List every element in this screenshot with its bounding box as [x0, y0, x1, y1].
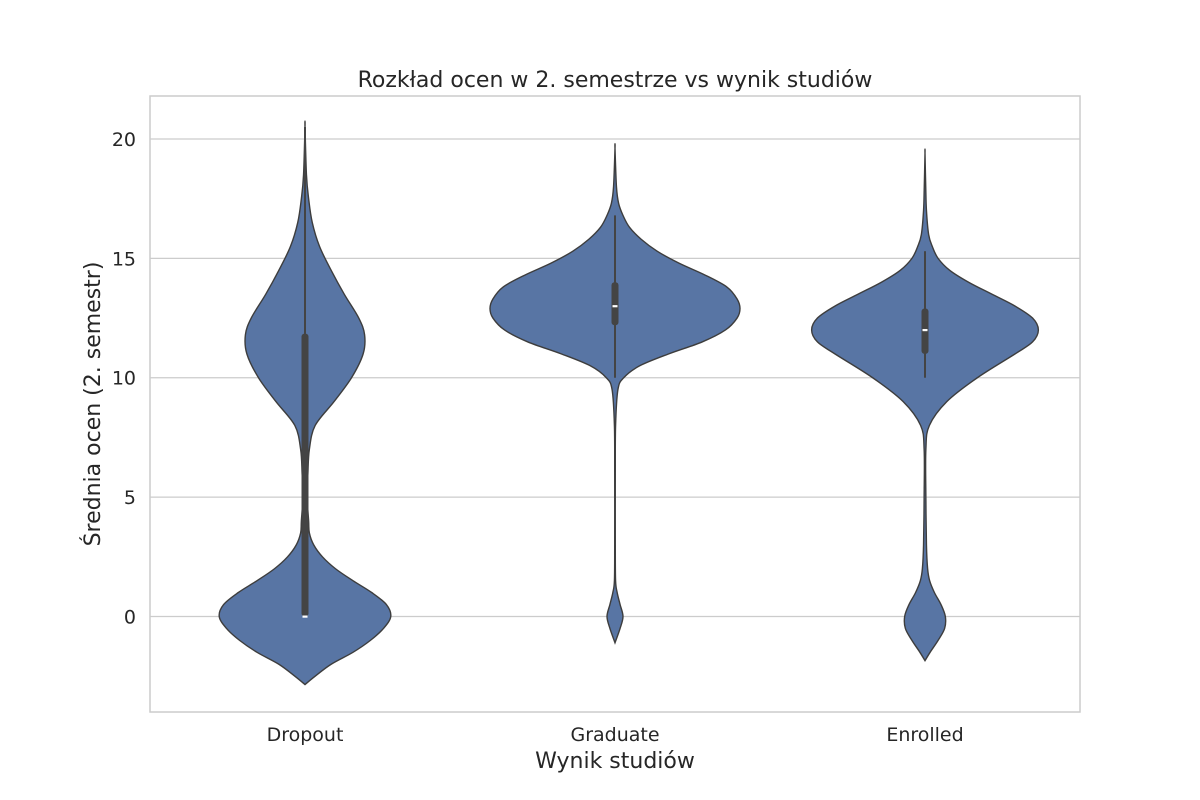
violin-iqr-box [611, 282, 619, 326]
y-tick-label: 10 [112, 368, 136, 390]
violin-median [302, 615, 308, 618]
x-axis-label: Wynik studiów [535, 749, 695, 774]
violin-median [612, 305, 618, 308]
x-tick-label: Graduate [570, 724, 659, 746]
violin-iqr-box [301, 333, 309, 617]
x-tick-label: Enrolled [886, 724, 963, 746]
y-tick-labels: 0 5 10 15 20 [112, 129, 136, 629]
violin-dropout [218, 120, 392, 686]
violin-graduate [489, 143, 741, 645]
y-tick-label: 15 [112, 248, 136, 270]
violin-enrolled [810, 148, 1040, 663]
x-tick-labels: Dropout Graduate Enrolled [267, 724, 964, 746]
violin-median [922, 328, 928, 332]
violin-body [489, 143, 741, 645]
y-axis-label: Średnia ocen (2. semestr) [80, 262, 106, 547]
y-tick-label: 0 [124, 606, 136, 628]
y-tick-label: 5 [124, 487, 136, 509]
x-tick-label: Dropout [267, 724, 344, 746]
y-tick-label: 20 [112, 129, 136, 151]
chart-title: Rozkład ocen w 2. semestrze vs wynik stu… [358, 68, 873, 93]
violins [218, 120, 1040, 686]
violin-body [810, 148, 1040, 663]
plot-frame [149, 95, 1081, 713]
